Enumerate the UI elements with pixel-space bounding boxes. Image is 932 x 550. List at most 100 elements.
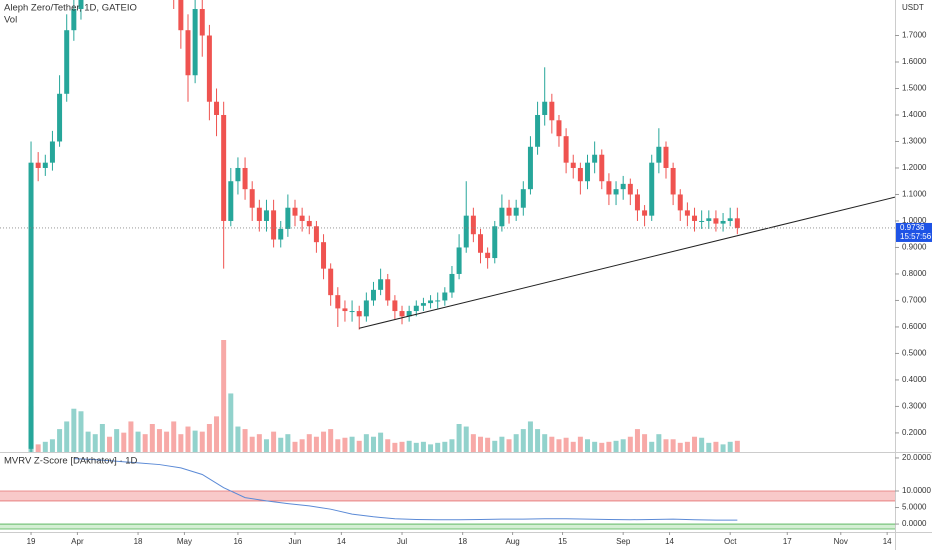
- volume-bar: [727, 441, 733, 452]
- trendline: [359, 196, 895, 329]
- volume-bar: [549, 436, 555, 452]
- candle-body: [42, 162, 48, 168]
- volume-bar: [634, 429, 640, 452]
- candle-body: [363, 300, 369, 317]
- volume-bar: [470, 434, 476, 452]
- volume-bar: [656, 434, 662, 452]
- candle-body: [399, 311, 405, 317]
- candle-body: [206, 35, 212, 102]
- candle-body: [599, 154, 605, 182]
- candle-body: [692, 215, 698, 221]
- x-tick-label: May: [177, 537, 192, 546]
- candle-body: [442, 292, 448, 301]
- y-tick-label: 1.3000: [902, 137, 927, 146]
- volume-bar: [392, 442, 398, 452]
- volume-bar: [692, 436, 698, 452]
- candle-body: [542, 101, 548, 115]
- candle-body: [249, 189, 255, 208]
- volume-bar: [535, 429, 541, 452]
- volume-bar: [699, 437, 705, 452]
- candle-body: [420, 303, 426, 306]
- volume-bar: [242, 429, 248, 452]
- volume-bar: [192, 430, 198, 452]
- volume-bar: [228, 393, 234, 452]
- volume-bar: [435, 442, 441, 452]
- x-tick-label: 14: [337, 537, 346, 546]
- candle-body: [435, 300, 441, 302]
- volume-bar: [149, 424, 155, 452]
- volume-bar: [477, 436, 483, 452]
- volume-bar: [527, 421, 533, 452]
- volume-bar: [335, 439, 341, 452]
- x-tick-label: 14: [883, 537, 892, 546]
- volume-bar: [456, 424, 462, 452]
- volume-bar: [556, 439, 562, 452]
- volume-bar: [677, 442, 683, 452]
- volume-bar: [313, 436, 319, 452]
- x-tick-label: Jun: [289, 537, 302, 546]
- candle-body: [642, 210, 648, 216]
- y-tick-label: 1.4000: [902, 110, 927, 119]
- volume-bar: [592, 441, 598, 452]
- y-tick-label: 0.8000: [902, 269, 927, 278]
- candle-body: [549, 101, 555, 121]
- volume-bar: [492, 440, 498, 452]
- candle-body: [606, 181, 612, 195]
- volume-bar: [71, 408, 77, 452]
- candle-body: [378, 279, 384, 290]
- volume-bar: [114, 429, 120, 452]
- y-tick-label: 0.0000: [902, 519, 927, 528]
- x-tick-label: Nov: [834, 537, 848, 546]
- candle-body: [335, 295, 341, 309]
- price-pane: [0, 0, 895, 452]
- chart-title: Aleph Zero/Tether, 1D, GATEIO: [4, 3, 137, 14]
- candle-body: [221, 114, 227, 221]
- volume-bar: [363, 434, 369, 452]
- volume-bar: [670, 439, 676, 452]
- candle-body: [57, 93, 63, 142]
- candle-body: [684, 210, 690, 216]
- volume-bar: [442, 441, 448, 452]
- volume-bar: [214, 416, 220, 452]
- candle-body: [485, 252, 491, 259]
- indicator-pane: [0, 458, 895, 530]
- candle-body: [577, 167, 583, 182]
- y-tick-label: 0.6000: [902, 322, 927, 331]
- y-tick-label: 0.4000: [902, 375, 927, 384]
- volume-bar: [299, 439, 305, 452]
- candle-body: [656, 146, 662, 163]
- candle-body: [299, 215, 305, 221]
- candle-body: [256, 207, 262, 221]
- candle-body: [306, 220, 312, 227]
- candle-body: [28, 162, 34, 449]
- x-tick-label: 19: [27, 537, 36, 546]
- volume-bar: [463, 426, 469, 452]
- volume-bar: [35, 444, 41, 452]
- candle-body: [699, 220, 705, 222]
- volume-bar: [78, 411, 84, 452]
- candle-body: [706, 218, 712, 221]
- volume-bar: [684, 441, 690, 452]
- y-tick-label: 0.9000: [902, 243, 927, 252]
- volume-bar: [178, 434, 184, 452]
- volume-bar: [271, 431, 277, 452]
- volume-bar: [349, 436, 355, 452]
- indicator-title: MVRV Z-Score [DAkhatov] · 1D: [4, 456, 138, 467]
- volume-bar: [420, 441, 426, 452]
- candle-body: [634, 194, 640, 211]
- y-tick-label: 10.0000: [902, 486, 931, 495]
- candle-body: [592, 154, 598, 163]
- y-tick-label: 20.0000: [902, 453, 931, 462]
- indicator-band: [0, 491, 895, 501]
- y-tick-label: 1.1000: [902, 190, 927, 199]
- volume-bar: [306, 434, 312, 452]
- volume-bar: [199, 431, 205, 452]
- candle-body: [370, 289, 376, 301]
- volume-bar: [734, 440, 740, 452]
- candle-body: [670, 167, 676, 195]
- x-tick-label: Oct: [724, 537, 737, 546]
- candle-body: [734, 218, 740, 228]
- volume-bar: [285, 434, 291, 452]
- volume-bar: [342, 437, 348, 452]
